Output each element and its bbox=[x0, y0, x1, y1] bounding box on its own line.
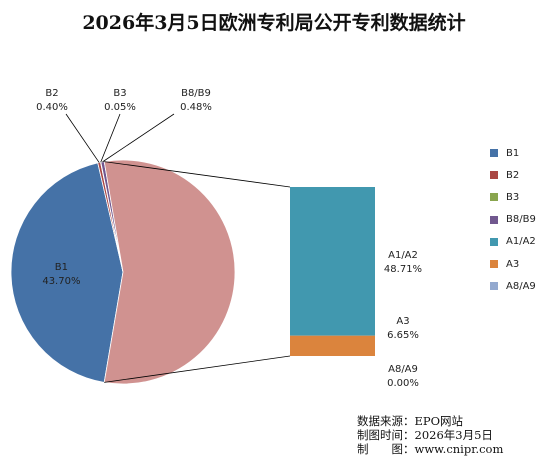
legend-swatch bbox=[490, 216, 498, 224]
data-label-a8-a9-name: A8/A9 bbox=[388, 364, 418, 375]
data-label-b2-name: B2 bbox=[45, 88, 58, 99]
footer-time-label: 制图时间： bbox=[357, 428, 415, 442]
footer-source: 数据来源：EPO网站 bbox=[357, 414, 503, 428]
footer-maker-value: www.cnipr.com bbox=[415, 442, 504, 456]
footer-maker-label: 制 图： bbox=[357, 442, 415, 456]
legend-label: B2 bbox=[506, 170, 519, 181]
leader-line-b3 bbox=[101, 114, 120, 162]
legend-item-a1-a2: A1/A2 bbox=[490, 231, 536, 253]
data-label-b1-name: B1 bbox=[55, 262, 68, 273]
data-label-b3-percent: 0.05% bbox=[104, 102, 136, 113]
legend-item-a3: A3 bbox=[490, 253, 536, 275]
legend-label: A1/A2 bbox=[506, 236, 536, 247]
legend-item-a8-a9: A8/A9 bbox=[490, 275, 536, 297]
legend-swatch bbox=[490, 193, 498, 201]
legend-label: A8/A9 bbox=[506, 281, 536, 292]
legend-label: B3 bbox=[506, 192, 519, 203]
footer-time-value: 2026年3月5日 bbox=[415, 428, 493, 442]
bar-segment-a3 bbox=[290, 336, 375, 356]
data-label-a1-a2-name: A1/A2 bbox=[388, 250, 418, 261]
bar-segment-a1-a2 bbox=[290, 187, 375, 336]
footer-maker: 制 图：www.cnipr.com bbox=[357, 442, 503, 456]
legend-item-b8-b9: B8/B9 bbox=[490, 209, 536, 231]
pie-slice-a-a1-a2-a3-a8-a9 bbox=[104, 160, 235, 384]
chart-legend: B1 B2 B3 B8/B9 A1/A2 A3 A8/A9 bbox=[490, 142, 536, 297]
legend-label: A3 bbox=[506, 259, 519, 270]
legend-label: B1 bbox=[506, 148, 519, 159]
data-label-b8-b9-name: B8/B9 bbox=[181, 88, 211, 99]
footer-time: 制图时间：2026年3月5日 bbox=[357, 428, 503, 442]
legend-swatch bbox=[490, 171, 498, 179]
legend-swatch bbox=[490, 238, 498, 246]
leader-line-b8-b9 bbox=[103, 114, 174, 162]
legend-swatch bbox=[490, 282, 498, 290]
data-label-b2-percent: 0.40% bbox=[36, 102, 68, 113]
chart-footer: 数据来源：EPO网站 制图时间：2026年3月5日 制 图：www.cnipr.… bbox=[357, 414, 503, 456]
data-label-b3-name: B3 bbox=[113, 88, 126, 99]
data-label-a3-percent: 6.65% bbox=[387, 330, 419, 341]
legend-item-b3: B3 bbox=[490, 186, 536, 208]
legend-item-b2: B2 bbox=[490, 164, 536, 186]
legend-item-b1: B1 bbox=[490, 142, 536, 164]
legend-swatch bbox=[490, 260, 498, 268]
data-label-a3-name: A3 bbox=[396, 316, 409, 327]
footer-source-value: EPO网站 bbox=[415, 414, 464, 428]
data-label-a1-a2-percent: 48.71% bbox=[384, 264, 422, 275]
legend-label: B8/B9 bbox=[506, 214, 536, 225]
legend-swatch bbox=[490, 149, 498, 157]
data-label-a8-a9-percent: 0.00% bbox=[387, 378, 419, 389]
data-label-b8-b9-percent: 0.48% bbox=[180, 102, 212, 113]
data-label-b1-percent: 43.70% bbox=[42, 276, 80, 287]
footer-source-label: 数据来源： bbox=[357, 414, 415, 428]
leader-line-b2 bbox=[66, 114, 99, 163]
